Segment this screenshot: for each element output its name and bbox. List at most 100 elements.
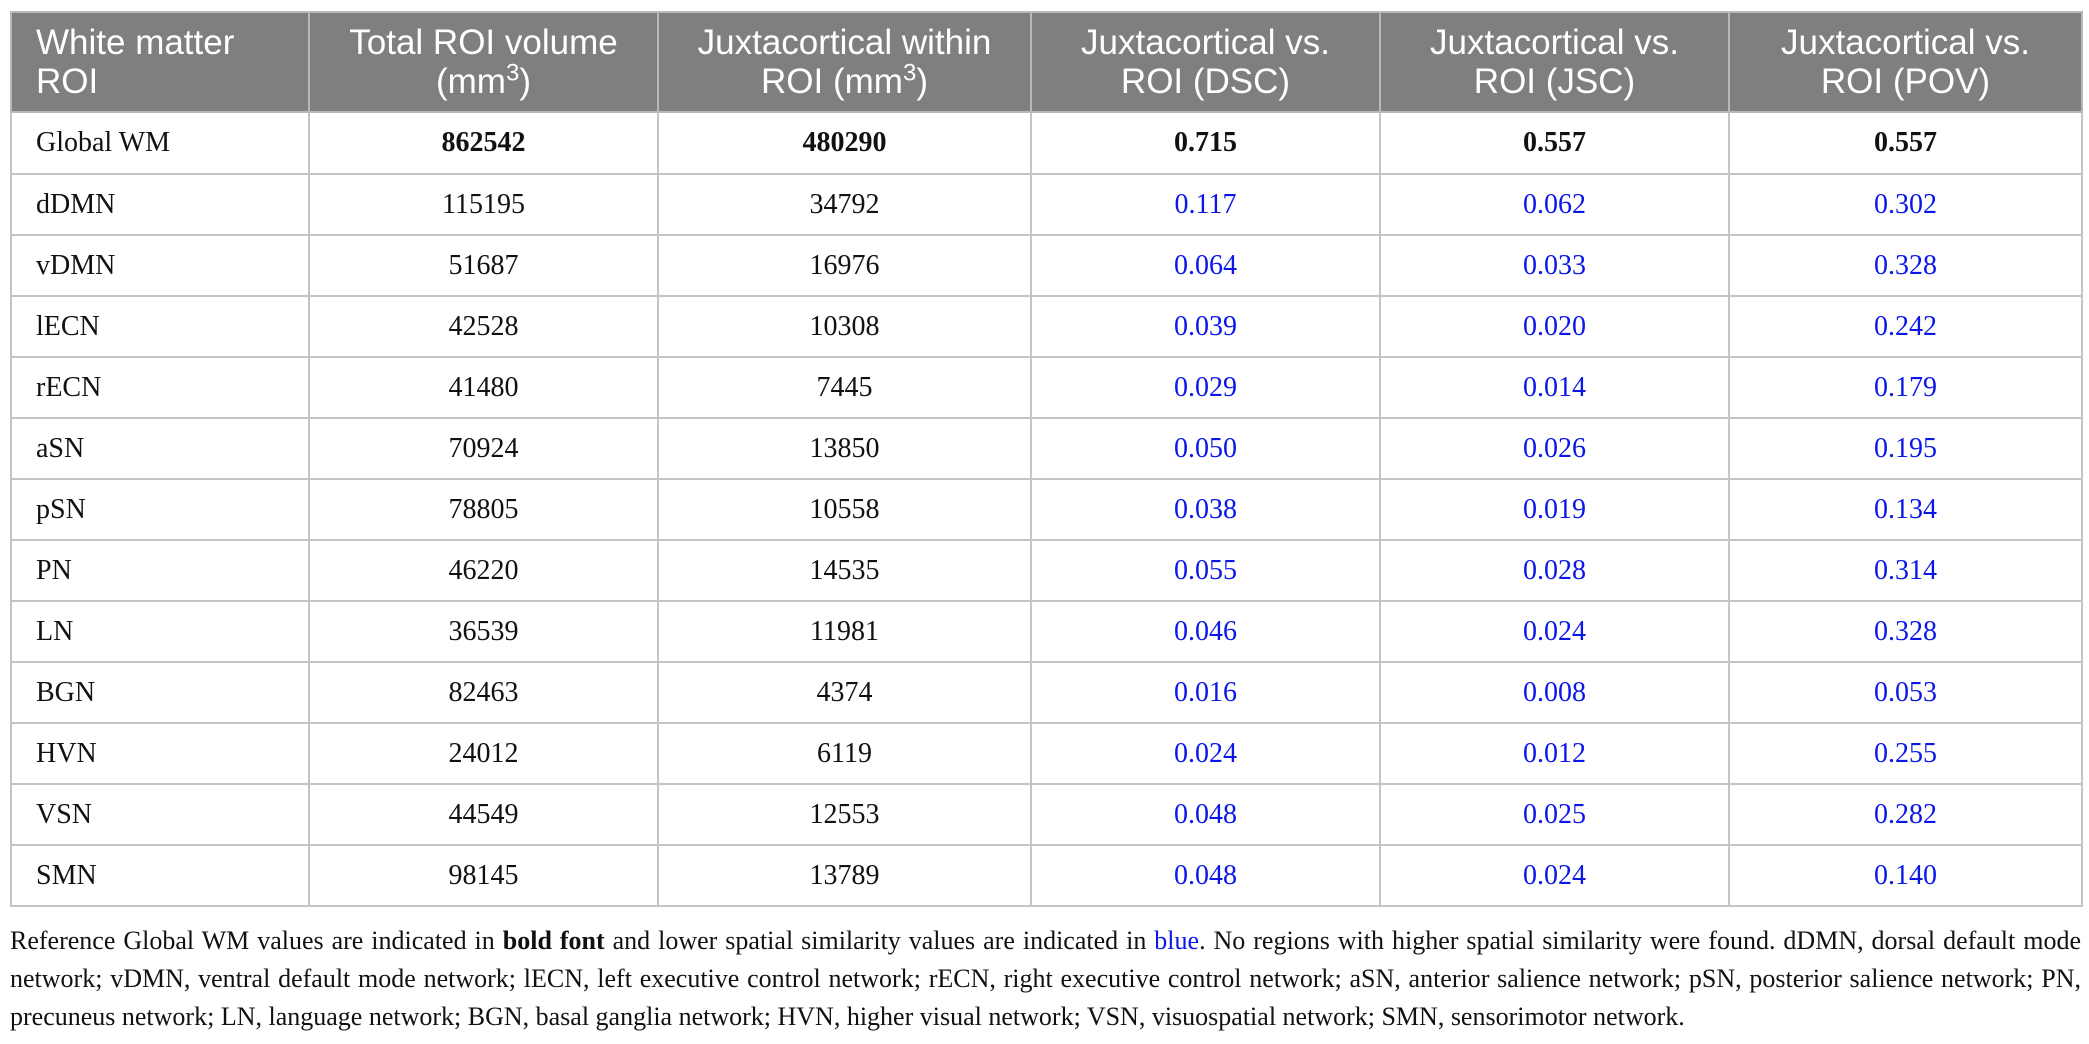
cell-dsc: 0.024: [1030, 722, 1381, 785]
cell-juxtacortical-volume: 7445: [657, 356, 1032, 419]
cell-juxtacortical-volume: 16976: [657, 234, 1032, 297]
cell-roi-name: pSN: [10, 478, 310, 541]
cell-jsc: 0.019: [1379, 478, 1730, 541]
cell-pov: 0.140: [1728, 844, 2083, 907]
cell-pov: 0.557: [1728, 111, 2083, 175]
cell-jsc: 0.024: [1379, 600, 1730, 663]
cell-dsc: 0.016: [1030, 661, 1381, 724]
table-row: SMN 98145 13789 0.048 0.024 0.140: [10, 844, 2083, 907]
cell-pov: 0.053: [1728, 661, 2083, 724]
table-row: BGN 82463 4374 0.016 0.008 0.053: [10, 661, 2083, 724]
cell-roi-name: HVN: [10, 722, 310, 785]
cell-roi-name: vDMN: [10, 234, 310, 297]
cell-juxtacortical-volume: 14535: [657, 539, 1032, 602]
table-row: VSN 44549 12553 0.048 0.025 0.282: [10, 783, 2083, 846]
cell-jsc: 0.020: [1379, 295, 1730, 358]
cell-dsc: 0.038: [1030, 478, 1381, 541]
cell-juxtacortical-volume: 10558: [657, 478, 1032, 541]
table-row: PN 46220 14535 0.055 0.028 0.314: [10, 539, 2083, 602]
cell-total-volume: 42528: [308, 295, 659, 358]
cell-roi-name: SMN: [10, 844, 310, 907]
cell-roi-name: dDMN: [10, 173, 310, 236]
cell-roi-name: rECN: [10, 356, 310, 419]
cell-total-volume: 36539: [308, 600, 659, 663]
table-row: LN 36539 11981 0.046 0.024 0.328: [10, 600, 2083, 663]
cell-total-volume: 24012: [308, 722, 659, 785]
cell-juxtacortical-volume: 6119: [657, 722, 1032, 785]
header-juxtacortical-within-roi: Juxtacortical within ROI (mm3): [657, 11, 1032, 113]
table-row: dDMN 115195 34792 0.117 0.062 0.302: [10, 173, 2083, 236]
cell-dsc: 0.029: [1030, 356, 1381, 419]
cell-total-volume: 70924: [308, 417, 659, 480]
cell-roi-name: Global WM: [10, 111, 310, 175]
footnote-bold-text: bold font: [502, 926, 605, 955]
cell-total-volume: 98145: [308, 844, 659, 907]
cell-jsc: 0.024: [1379, 844, 1730, 907]
table-row: vDMN 51687 16976 0.064 0.033 0.328: [10, 234, 2083, 297]
table-header-row: White matter ROI Total ROI volume (mm3) …: [10, 11, 2083, 113]
cell-roi-name: lECN: [10, 295, 310, 358]
cell-dsc: 0.064: [1030, 234, 1381, 297]
cell-dsc: 0.046: [1030, 600, 1381, 663]
roi-table: White matter ROI Total ROI volume (mm3) …: [10, 11, 2083, 907]
cell-jsc: 0.026: [1379, 417, 1730, 480]
cell-total-volume: 44549: [308, 783, 659, 846]
table-container: White matter ROI Total ROI volume (mm3) …: [10, 11, 2083, 907]
cell-roi-name: BGN: [10, 661, 310, 724]
cell-dsc: 0.055: [1030, 539, 1381, 602]
cell-juxtacortical-volume: 10308: [657, 295, 1032, 358]
cell-jsc: 0.557: [1379, 111, 1730, 175]
cell-jsc: 0.014: [1379, 356, 1730, 419]
cell-pov: 0.302: [1728, 173, 2083, 236]
cell-jsc: 0.008: [1379, 661, 1730, 724]
cell-pov: 0.314: [1728, 539, 2083, 602]
cell-dsc: 0.048: [1030, 783, 1381, 846]
table-row: aSN 70924 13850 0.050 0.026 0.195: [10, 417, 2083, 480]
cell-roi-name: LN: [10, 600, 310, 663]
cell-pov: 0.242: [1728, 295, 2083, 358]
table-row: rECN 41480 7445 0.029 0.014 0.179: [10, 356, 2083, 419]
cell-jsc: 0.012: [1379, 722, 1730, 785]
header-dsc: Juxtacortical vs. ROI (DSC): [1030, 11, 1381, 113]
cell-juxtacortical-volume: 12553: [657, 783, 1032, 846]
cell-total-volume: 82463: [308, 661, 659, 724]
cell-dsc: 0.117: [1030, 173, 1381, 236]
cell-dsc: 0.050: [1030, 417, 1381, 480]
table-footnote: Reference Global WM values are indicated…: [10, 926, 2081, 1031]
cell-roi-name: PN: [10, 539, 310, 602]
cell-jsc: 0.033: [1379, 234, 1730, 297]
cell-pov: 0.134: [1728, 478, 2083, 541]
cell-juxtacortical-volume: 480290: [657, 111, 1032, 175]
header-white-matter-roi: White matter ROI: [10, 11, 310, 113]
cell-total-volume: 115195: [308, 173, 659, 236]
table-body: Global WM 862542 480290 0.715 0.557 0.557 dDMN…: [10, 111, 2083, 907]
cell-total-volume: 862542: [308, 111, 659, 175]
cell-roi-name: VSN: [10, 783, 310, 846]
cell-jsc: 0.062: [1379, 173, 1730, 236]
cell-total-volume: 46220: [308, 539, 659, 602]
table-row: pSN 78805 10558 0.038 0.019 0.134: [10, 478, 2083, 541]
table-row: lECN 42528 10308 0.039 0.020 0.242: [10, 295, 2083, 358]
header-total-roi-volume: Total ROI volume (mm3): [308, 11, 659, 113]
cell-juxtacortical-volume: 34792: [657, 173, 1032, 236]
cell-pov: 0.195: [1728, 417, 2083, 480]
cell-pov: 0.179: [1728, 356, 2083, 419]
cell-total-volume: 78805: [308, 478, 659, 541]
cell-juxtacortical-volume: 13850: [657, 417, 1032, 480]
footnote-blue-text: blue: [1154, 926, 1200, 955]
table-row: HVN 24012 6119 0.024 0.012 0.255: [10, 722, 2083, 785]
cell-dsc: 0.715: [1030, 111, 1381, 175]
table-row-reference: Global WM 862542 480290 0.715 0.557 0.557: [10, 111, 2083, 175]
cell-juxtacortical-volume: 13789: [657, 844, 1032, 907]
cell-roi-name: aSN: [10, 417, 310, 480]
cell-jsc: 0.028: [1379, 539, 1730, 602]
cell-pov: 0.328: [1728, 600, 2083, 663]
header-jsc: Juxtacortical vs. ROI (JSC): [1379, 11, 1730, 113]
cell-juxtacortical-volume: 11981: [657, 600, 1032, 663]
cell-pov: 0.282: [1728, 783, 2083, 846]
header-pov: Juxtacortical vs. ROI (POV): [1728, 11, 2083, 113]
cell-dsc: 0.039: [1030, 295, 1381, 358]
cell-juxtacortical-volume: 4374: [657, 661, 1032, 724]
cell-jsc: 0.025: [1379, 783, 1730, 846]
cell-pov: 0.255: [1728, 722, 2083, 785]
